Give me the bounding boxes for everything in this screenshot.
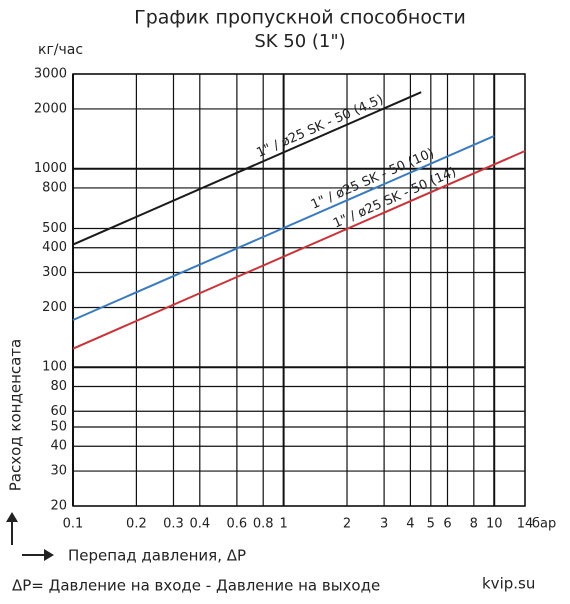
y-tick-label: 50 xyxy=(50,420,67,435)
x-tick-label: 0.6 xyxy=(227,517,248,532)
y-unit: кг/час xyxy=(38,42,83,58)
note: ΔP= Давление на входе - Давление на выхо… xyxy=(12,577,380,595)
chart-subtitle: SK 50 (1") xyxy=(254,31,345,52)
y-tick-label: 30 xyxy=(50,464,67,479)
y-arrow-head xyxy=(6,512,18,522)
x-tick-label: 0.8 xyxy=(253,517,274,532)
x-tick-label: 8 xyxy=(470,517,478,532)
line xyxy=(72,135,495,321)
y-tick-label: 80 xyxy=(50,379,67,394)
y-tick-label: 100 xyxy=(42,360,67,375)
x-tick-label: 5 xyxy=(427,517,435,532)
line xyxy=(72,91,422,246)
x-tick-label: 1 xyxy=(279,517,287,532)
x-tick-label: 0.3 xyxy=(163,517,184,532)
y-tick-label: 40 xyxy=(50,439,67,454)
source: kvip.su xyxy=(482,575,535,593)
y-tick-label: 400 xyxy=(42,240,67,255)
plot-frame xyxy=(72,73,526,507)
y-tick-label: 200 xyxy=(42,300,67,315)
x-tick-label: 0.4 xyxy=(189,517,210,532)
x-tick-label: 14 xyxy=(517,517,534,532)
x-tick-label: 3 xyxy=(380,517,388,532)
y-tick-label: 60 xyxy=(50,404,67,419)
y-axis-label: Расход конденсата xyxy=(7,339,25,492)
x-tick-label: 6 xyxy=(443,517,451,532)
series-label: 1" / ø25 SK - 50 (4.5) xyxy=(254,92,385,161)
x-tick-label: 0.1 xyxy=(63,517,84,532)
line xyxy=(72,150,526,350)
chart-title: График пропускной способности xyxy=(134,7,466,29)
x-unit: бар xyxy=(532,517,556,532)
y-tick-label: 300 xyxy=(42,265,67,280)
y-tick-label: 20 xyxy=(50,499,67,514)
y-tick-label: 3000 xyxy=(34,67,67,82)
y-tick-label: 2000 xyxy=(34,101,67,116)
x-tick-label: 0.2 xyxy=(126,517,147,532)
x-arrow-head xyxy=(44,549,54,561)
x-tick-label: 10 xyxy=(486,517,503,532)
x-tick-label: 2 xyxy=(343,517,351,532)
y-tick-label: 1000 xyxy=(34,161,67,176)
y-tick-label: 800 xyxy=(42,180,67,195)
x-tick-label: 4 xyxy=(406,517,414,532)
x-axis-label: Перепад давления, ΔP xyxy=(68,547,246,565)
y-tick-label: 500 xyxy=(42,221,67,236)
